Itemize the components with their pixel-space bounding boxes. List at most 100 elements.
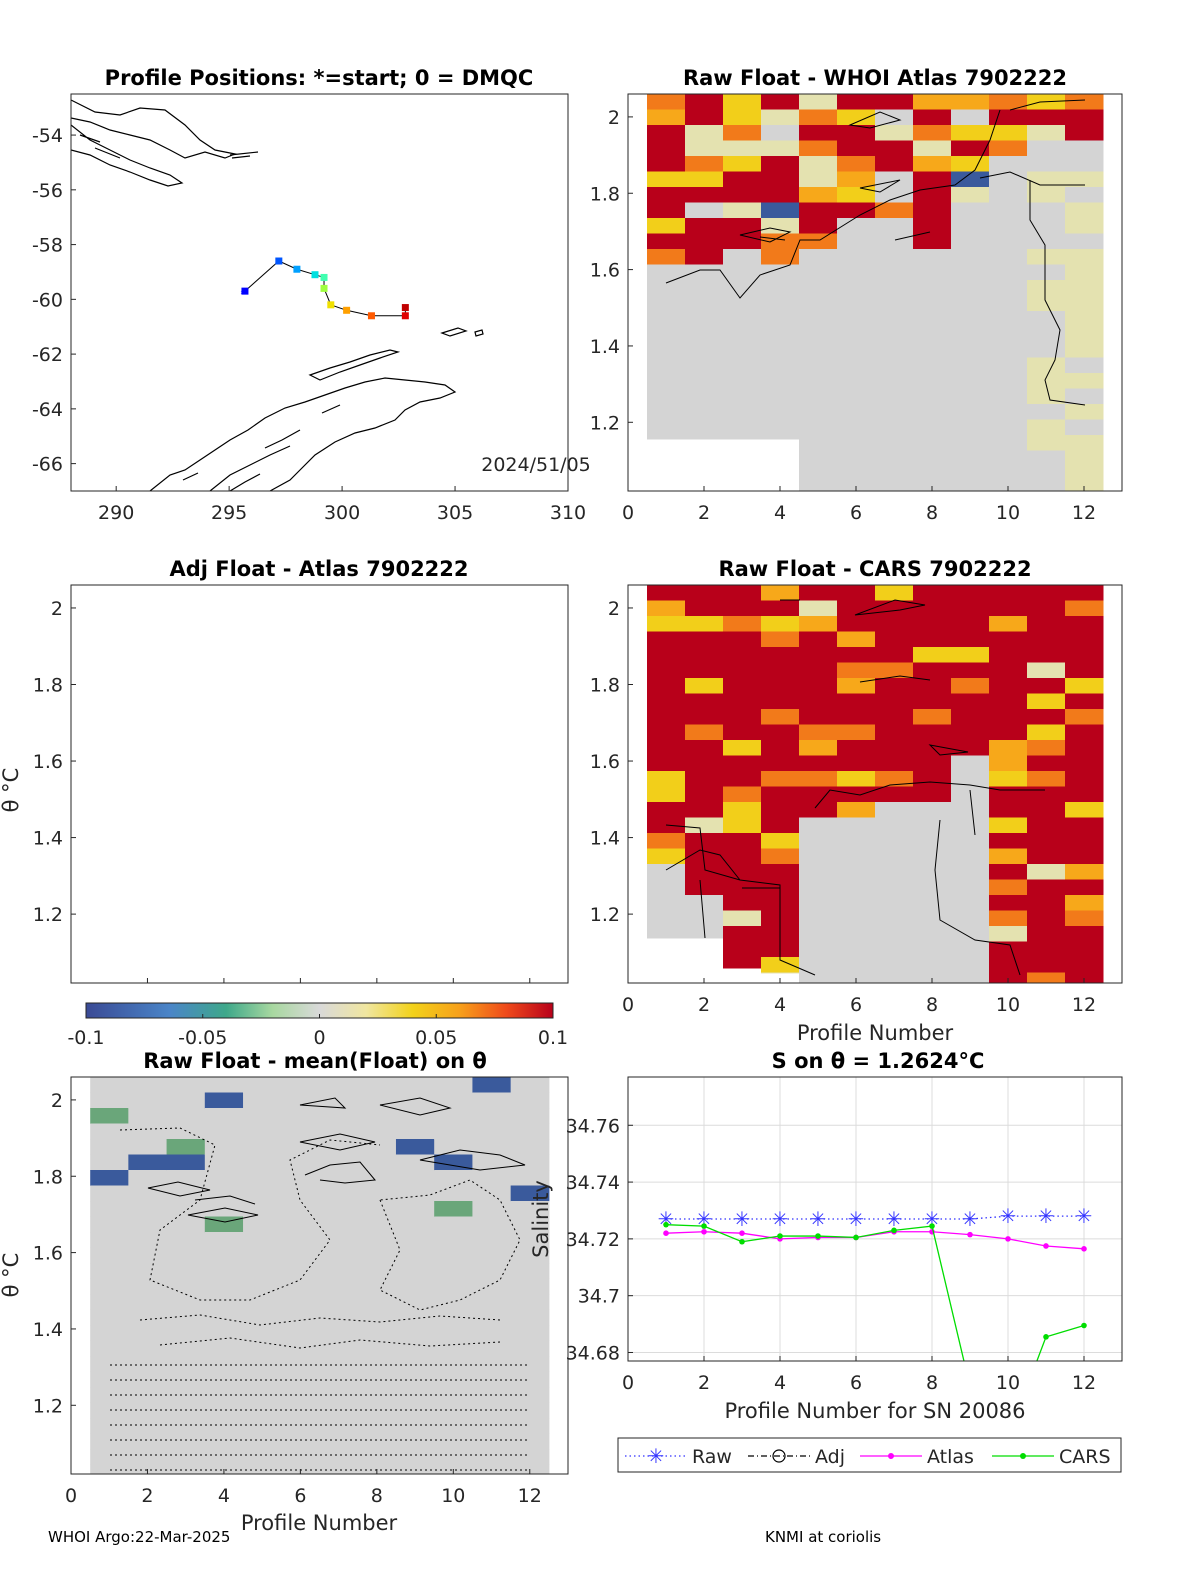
heatmap-cell xyxy=(434,1340,473,1357)
heatmap-cell xyxy=(761,678,800,694)
heatmap-cell xyxy=(647,662,686,679)
heatmap-cell xyxy=(647,187,686,203)
heatmap-cell xyxy=(913,848,952,865)
heatmap-cell xyxy=(837,419,876,436)
heatmap-cell xyxy=(90,1418,129,1434)
heatmap-cell xyxy=(837,233,876,250)
heatmap-cell xyxy=(799,218,838,234)
heatmap-cell xyxy=(875,450,914,467)
heatmap-cell xyxy=(204,1278,244,1295)
heatmap-cell xyxy=(951,647,990,663)
heatmap-cell xyxy=(434,1371,473,1388)
adj-atlas-x-tick-marks xyxy=(70,978,531,983)
heatmap-cell xyxy=(989,755,1028,772)
profile-position-marker xyxy=(241,287,249,295)
adj-atlas-title: Adj Float - Atlas 7902222 xyxy=(169,557,468,581)
heatmap-cell xyxy=(875,600,914,617)
heatmap-cell xyxy=(472,1325,512,1341)
salinity-ylabel: Salinity xyxy=(529,1180,553,1258)
heatmap-cell xyxy=(837,357,876,374)
heatmap-cell xyxy=(166,1340,206,1357)
heatmap-cell xyxy=(875,373,914,389)
heatmap-cell xyxy=(951,941,990,958)
heatmap-cell xyxy=(685,109,724,126)
heatmap-cell xyxy=(951,817,990,834)
raw-cars-x-tick-label: 12 xyxy=(1072,994,1096,1016)
heatmap-cell xyxy=(319,1139,359,1155)
heatmap-cell xyxy=(128,1123,168,1140)
heatmap-cell xyxy=(90,1232,129,1248)
heatmap-cell xyxy=(913,233,952,250)
heatmap-cell xyxy=(1027,140,1066,157)
heatmap-cell xyxy=(1065,249,1104,265)
contour-line xyxy=(934,789,1021,976)
heatmap-cell xyxy=(837,264,876,281)
heatmap-cell xyxy=(875,693,914,710)
heatmap-cell xyxy=(799,926,838,942)
heatmap-cell xyxy=(913,600,952,617)
heatmap-cell xyxy=(951,466,990,482)
heatmap-cell xyxy=(989,631,1028,648)
heatmap-cell xyxy=(647,404,686,420)
heatmap-cell xyxy=(989,647,1028,663)
heatmap-cell xyxy=(434,1433,473,1450)
raw-mean-x-tick-label: 6 xyxy=(294,1485,306,1507)
heatmap-cell xyxy=(281,1309,320,1326)
series-line-atlas xyxy=(665,1231,1085,1250)
heatmap-cell xyxy=(799,373,838,389)
heatmap-cell xyxy=(799,740,838,756)
heatmap-cell xyxy=(647,910,686,927)
heatmap-cell xyxy=(723,895,762,911)
heatmap-cell xyxy=(647,693,686,710)
heatmap-cell xyxy=(989,600,1028,617)
heatmap-cell xyxy=(204,1263,244,1279)
heatmap-cell xyxy=(685,771,724,787)
heatmap-cell xyxy=(204,1433,244,1450)
contour-line xyxy=(848,111,931,241)
heatmap-cell xyxy=(357,1139,397,1155)
heatmap-cell xyxy=(951,125,990,141)
heatmap-cell xyxy=(989,357,1028,374)
heatmap-cell xyxy=(1027,585,1066,601)
raw-cars-x-tick-label: 4 xyxy=(774,994,786,1016)
heatmap-cell xyxy=(319,1216,359,1233)
heatmap-cell xyxy=(1065,419,1104,436)
heatmap-cell xyxy=(647,631,686,648)
map-x-ticks: 290 295 300 305 310 xyxy=(98,486,586,524)
map-title: Profile Positions: *=start; 0 = DMQC xyxy=(105,66,534,90)
heatmap-cell xyxy=(647,435,686,440)
heatmap-cell xyxy=(913,910,952,927)
heatmap-cell xyxy=(434,1418,473,1434)
raw-atlas-x-tick-label: 4 xyxy=(774,502,786,524)
heatmap-cell xyxy=(951,481,990,491)
heatmap-cell xyxy=(281,1340,320,1357)
dotted-contour xyxy=(110,1364,530,1471)
heatmap-cell xyxy=(723,311,762,327)
heatmap-cell xyxy=(647,326,686,343)
heatmap-cell xyxy=(357,1185,397,1202)
heatmap-cell xyxy=(761,616,800,632)
heatmap-cell xyxy=(799,678,838,694)
heatmap-cell xyxy=(913,450,952,467)
heatmap-cell xyxy=(1027,187,1066,203)
heatmap-cell xyxy=(913,311,952,327)
series-point-raw: ✳ xyxy=(962,1207,979,1231)
series-point-cars xyxy=(663,1221,669,1228)
heatmap-cell xyxy=(281,1418,320,1434)
heatmap-cell xyxy=(90,1278,129,1295)
raw-atlas-x-tick-label: 0 xyxy=(622,502,634,524)
heatmap-cell xyxy=(1065,740,1104,756)
heatmap-cell xyxy=(913,740,952,756)
heatmap-cell xyxy=(357,1077,397,1093)
heatmap-cell xyxy=(357,1294,397,1310)
series-point-cars xyxy=(815,1233,821,1239)
heatmap-cell xyxy=(395,1108,435,1124)
heatmap-cell xyxy=(875,94,914,110)
map-y-tick-label: -60 xyxy=(32,289,63,311)
heatmap-cell xyxy=(128,1325,168,1341)
heatmap-cell xyxy=(989,957,1028,973)
heatmap-cell xyxy=(647,109,686,126)
heatmap-cell xyxy=(510,1092,550,1109)
heatmap-cell xyxy=(128,1294,168,1310)
heatmap-cell xyxy=(875,404,914,420)
